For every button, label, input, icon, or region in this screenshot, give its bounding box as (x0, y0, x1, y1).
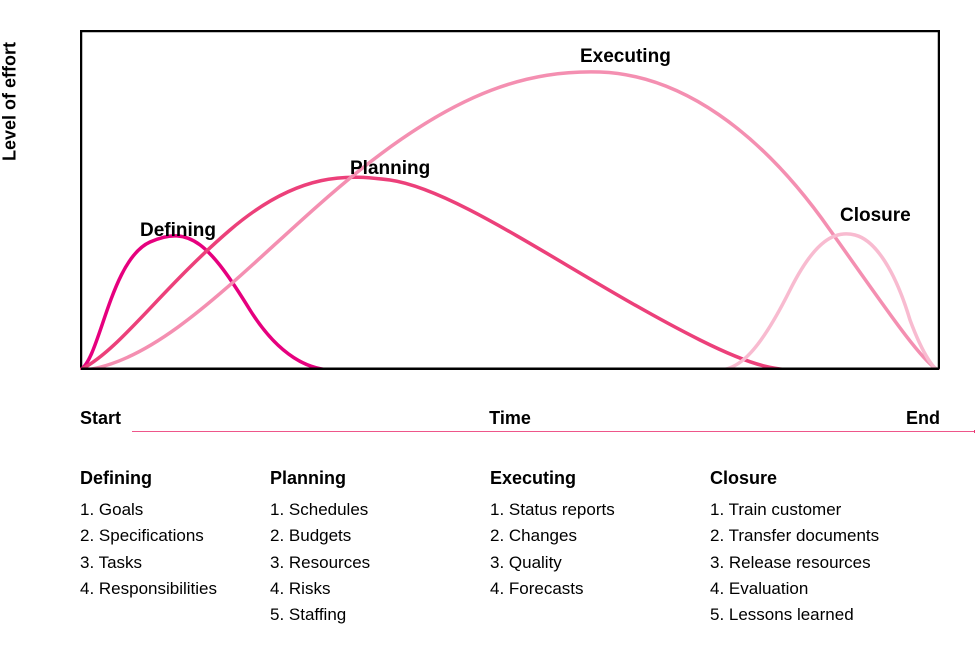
list-item: 4. Risks (270, 576, 490, 602)
time-start-label: Start (80, 408, 121, 429)
list-item: 1. Train customer (710, 497, 940, 523)
list-item: 1. Schedules (270, 497, 490, 523)
list-item: 3. Quality (490, 550, 710, 576)
list-item: 2. Transfer documents (710, 523, 940, 549)
list-item: 4. Responsibilities (80, 576, 270, 602)
time-axis: Start Time End (80, 408, 940, 438)
list-item: 5. Lessons learned (710, 602, 940, 628)
list-col-closure: Closure 1. Train customer2. Transfer docu… (710, 468, 940, 629)
list-item: 4. Evaluation (710, 576, 940, 602)
y-axis-label: Level of effort (0, 42, 21, 161)
list-item: 2. Changes (490, 523, 710, 549)
list-item: 2. Budgets (270, 523, 490, 549)
time-arrow (132, 430, 975, 433)
list-item: 3. Release resources (710, 550, 940, 576)
list-title: Closure (710, 468, 940, 489)
planning-label: Planning (350, 158, 430, 180)
list-item: 3. Resources (270, 550, 490, 576)
list-item: 1. Status reports (490, 497, 710, 523)
chart-area: Level of effort DefiningPlanningExecutin… (20, 20, 955, 400)
closure-label: Closure (840, 205, 911, 227)
list-title: Executing (490, 468, 710, 489)
curves-svg (80, 30, 940, 370)
time-middle-label: Time (489, 408, 531, 429)
list-item: 1. Goals (80, 497, 270, 523)
executing-label: Executing (580, 46, 671, 68)
diagram-container: Level of effort DefiningPlanningExecutin… (20, 20, 955, 629)
list-col-defining: Defining 1. Goals2. Specifications3. Task… (80, 468, 270, 629)
list-col-executing: Executing 1. Status reports2. Changes3. Q… (490, 468, 710, 629)
plot-region: Defining Planning Executing Closure (80, 30, 940, 370)
list-item: 5. Staffing (270, 602, 490, 628)
defining-label: Defining (140, 220, 216, 242)
list-col-planning: Planning 1. Schedules2. Budgets3. Resourc… (270, 468, 490, 629)
list-title: Defining (80, 468, 270, 489)
time-end-label: End (906, 408, 940, 429)
phase-lists: Defining 1. Goals2. Specifications3. Task… (80, 468, 955, 629)
list-title: Planning (270, 468, 490, 489)
list-item: 4. Forecasts (490, 576, 710, 602)
list-item: 2. Specifications (80, 523, 270, 549)
list-item: 3. Tasks (80, 550, 270, 576)
